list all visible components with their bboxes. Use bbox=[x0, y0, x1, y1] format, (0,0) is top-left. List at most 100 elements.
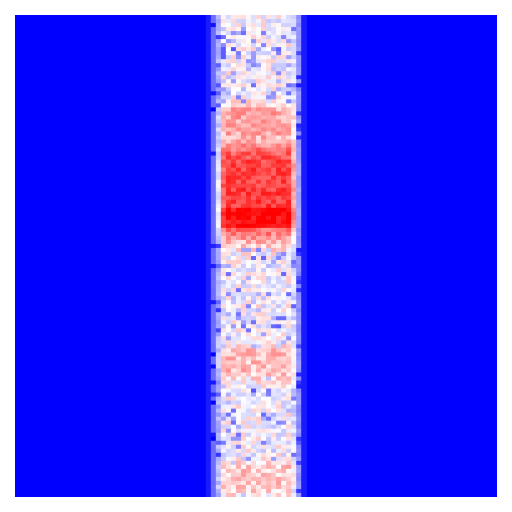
heatmap-cell bbox=[240, 111, 247, 117]
heatmap-cell bbox=[210, 480, 217, 486]
heatmap-cell bbox=[245, 215, 252, 221]
heatmap-cell bbox=[271, 300, 277, 305]
heatmap-cell bbox=[210, 276, 217, 281]
heatmap-cell bbox=[220, 171, 227, 177]
heatmap-cell bbox=[271, 111, 277, 117]
heatmap-cell bbox=[281, 219, 287, 225]
heatmap-cell bbox=[291, 448, 297, 454]
heatmap-cell bbox=[210, 376, 217, 382]
heatmap-cell bbox=[210, 251, 217, 257]
heatmap-cell bbox=[210, 464, 217, 470]
heatmap-cell bbox=[261, 376, 267, 382]
heatmap-cell bbox=[250, 416, 257, 422]
heatmap-cell bbox=[230, 175, 237, 181]
heatmap-cell bbox=[235, 131, 242, 137]
heatmap-cell bbox=[276, 115, 282, 121]
heatmap-cell bbox=[210, 296, 217, 301]
heatmap-cell bbox=[205, 223, 212, 229]
heatmap-cell bbox=[245, 480, 252, 486]
heatmap-cell bbox=[235, 384, 242, 390]
heatmap-cell bbox=[215, 472, 222, 478]
heatmap-cell bbox=[256, 296, 262, 301]
heatmap-cell bbox=[230, 239, 237, 245]
heatmap-cell bbox=[256, 119, 262, 125]
heatmap-cell bbox=[205, 296, 212, 301]
heatmap-cell bbox=[225, 83, 232, 88]
heatmap-cell bbox=[296, 432, 302, 438]
heatmap-cell bbox=[235, 284, 242, 289]
heatmap-cell bbox=[235, 404, 242, 410]
heatmap-cell bbox=[245, 332, 252, 337]
heatmap-cell bbox=[235, 147, 242, 153]
heatmap-cell bbox=[220, 480, 227, 486]
heatmap-cell bbox=[271, 155, 277, 161]
heatmap-cell bbox=[225, 231, 232, 237]
heatmap-cell bbox=[215, 39, 222, 44]
heatmap-cell bbox=[256, 67, 262, 72]
heatmap-cell bbox=[271, 404, 277, 410]
heatmap-cell bbox=[271, 452, 277, 458]
heatmap-cell bbox=[215, 428, 222, 434]
heatmap-cell bbox=[256, 227, 262, 233]
heatmap-cell bbox=[291, 19, 297, 24]
heatmap-cell bbox=[205, 43, 212, 48]
heatmap-cell bbox=[250, 175, 257, 181]
heatmap-cell bbox=[205, 416, 212, 422]
heatmap-cell bbox=[301, 352, 307, 358]
heatmap-cell bbox=[235, 115, 242, 121]
heatmap-cell bbox=[215, 95, 222, 100]
heatmap-cell bbox=[225, 219, 232, 225]
heatmap-cell bbox=[240, 332, 247, 337]
heatmap-cell bbox=[261, 284, 267, 289]
heatmap-cell bbox=[205, 316, 212, 321]
heatmap-cell bbox=[220, 464, 227, 470]
heatmap-cell bbox=[276, 480, 282, 486]
heatmap-cell bbox=[235, 159, 242, 165]
heatmap-cell bbox=[256, 488, 262, 494]
heatmap-cell bbox=[281, 256, 287, 261]
heatmap-cell bbox=[291, 408, 297, 414]
heatmap-cell bbox=[235, 352, 242, 358]
heatmap-cell bbox=[205, 288, 212, 293]
heatmap-cell bbox=[225, 15, 232, 20]
heatmap-cell bbox=[210, 256, 217, 261]
heatmap-cell bbox=[215, 159, 222, 165]
heatmap-cell bbox=[215, 187, 222, 193]
heatmap-cell bbox=[220, 344, 227, 349]
heatmap-cell bbox=[230, 111, 237, 117]
heatmap-cell bbox=[240, 272, 247, 277]
heatmap-cell bbox=[230, 436, 237, 442]
heatmap-cell bbox=[271, 191, 277, 197]
heatmap-cell bbox=[296, 404, 302, 410]
heatmap-cell bbox=[281, 384, 287, 390]
heatmap-cell bbox=[230, 396, 237, 402]
heatmap-cell bbox=[266, 203, 272, 209]
heatmap-cell bbox=[210, 420, 217, 426]
heatmap-cell bbox=[276, 492, 282, 497]
heatmap-cell bbox=[220, 191, 227, 197]
heatmap-cell bbox=[245, 316, 252, 321]
heatmap-cell bbox=[235, 231, 242, 237]
heatmap-cell bbox=[205, 179, 212, 185]
heatmap-cell bbox=[235, 135, 242, 141]
heatmap-cell bbox=[205, 308, 212, 313]
heatmap-cell bbox=[266, 276, 272, 281]
heatmap-cell bbox=[271, 47, 277, 52]
heatmap-cell bbox=[235, 15, 242, 20]
heatmap-cell bbox=[256, 115, 262, 121]
heatmap-cell bbox=[291, 175, 297, 181]
heatmap-cell bbox=[256, 424, 262, 430]
heatmap-cell bbox=[271, 71, 277, 76]
heatmap-cell bbox=[301, 179, 307, 185]
heatmap-cell bbox=[240, 43, 247, 48]
heatmap-cell bbox=[271, 444, 277, 450]
heatmap-cell bbox=[256, 71, 262, 76]
heatmap-cell bbox=[296, 111, 302, 117]
heatmap-cell bbox=[286, 400, 292, 406]
heatmap-cell bbox=[261, 368, 267, 374]
heatmap-cell bbox=[291, 151, 297, 157]
heatmap-cell bbox=[240, 256, 247, 261]
heatmap-cell bbox=[291, 243, 297, 249]
heatmap-cell bbox=[281, 424, 287, 430]
heatmap-cell bbox=[301, 472, 307, 478]
